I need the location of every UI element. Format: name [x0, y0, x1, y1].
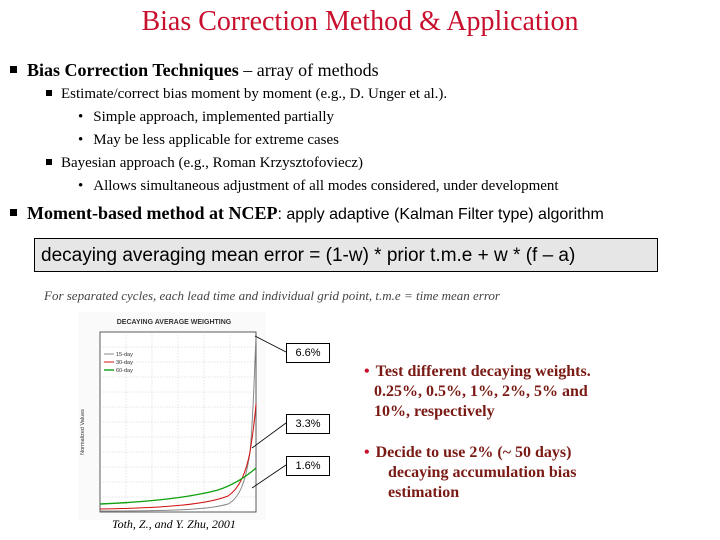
- right-point-1-line-3: 10%, respectively: [374, 403, 495, 420]
- bullet-text: – array of methods: [238, 60, 379, 80]
- legend-30-day: 30-day: [116, 360, 133, 366]
- formula-box: decaying averaging mean error = (1-w) * …: [34, 238, 658, 272]
- right-point-1-line-1: Test different decaying weights.: [375, 363, 591, 380]
- right-point-1-line-2: 0.25%, 0.5%, 1%, 2%, 5% and: [374, 383, 588, 400]
- callout-3-3: 3.3%: [286, 414, 330, 434]
- gridlines: [100, 332, 256, 512]
- chart-citation: Toth, Z., and Y. Zhu, 2001: [112, 517, 236, 531]
- bullet-heading: Moment-based method at NCEP: [27, 203, 278, 223]
- footnote: For separated cycles, each lead time and…: [44, 288, 500, 303]
- chart-ylabel: Normalized Values: [80, 409, 86, 455]
- sub-bullet-text: Bayesian approach (e.g., Roman Krzysztof…: [61, 155, 363, 171]
- right-point-2: • Decide to use 2% (~ 50 days) decaying a…: [364, 443, 576, 503]
- right-point-1: • Test different decaying weights. 0.25%,…: [364, 362, 591, 422]
- sub-bullet-text: Estimate/correct bias moment by moment (…: [61, 86, 448, 102]
- sub-bullet-moment: Estimate/correct bias moment by moment (…: [46, 86, 447, 103]
- sub-sub-bullet-text: May be less applicable for extreme cases: [93, 132, 339, 148]
- square-bullet-icon: [10, 209, 17, 217]
- chart-legend: 15-day 30-day 60-day: [104, 352, 133, 374]
- dot-bullet-icon: •: [78, 178, 84, 194]
- bullet-bias-correction: Bias Correction Techniques – array of me…: [10, 60, 379, 81]
- legend-60-day: 60-day: [116, 368, 133, 374]
- page-title: Bias Correction Method & Application: [141, 6, 579, 37]
- sub-sub-bullet-text: Allows simultaneous adjustment of all mo…: [93, 178, 559, 194]
- chart-title: DECAYING AVERAGE WEIGHTING: [117, 319, 232, 326]
- right-point-2-line-1: Decide to use 2% (~ 50 days): [375, 444, 572, 461]
- dot-bullet-icon: •: [364, 444, 370, 461]
- legend-15-day: 15-day: [116, 352, 133, 358]
- series-60-day-line: [99, 467, 257, 505]
- square-bullet-icon: [46, 89, 52, 96]
- right-point-2-line-3: estimation: [388, 484, 460, 501]
- series-30-day-line: [99, 403, 257, 510]
- bullet-heading: Bias Correction Techniques: [27, 60, 239, 80]
- dot-bullet-icon: •: [78, 132, 84, 148]
- callout-6-6: 6.6%: [286, 343, 330, 363]
- square-bullet-icon: [46, 158, 52, 165]
- square-bullet-icon: [10, 66, 17, 74]
- sub-sub-bullet: • May be less applicable for extreme case…: [78, 132, 339, 149]
- sub-sub-bullet: • Allows simultaneous adjustment of all m…: [78, 178, 559, 195]
- decaying-weight-chart: DECAYING AVERAGE WEIGHTING Normalized Va…: [78, 312, 266, 520]
- series-15-day-line: [99, 335, 257, 512]
- callout-1-6: 1.6%: [286, 456, 330, 476]
- sub-sub-bullet-text: Simple approach, implemented partially: [93, 109, 335, 125]
- sub-sub-bullet: • Simple approach, implemented partially: [78, 109, 334, 126]
- bullet-text: : apply adaptive (Kalman Filter type) al…: [277, 206, 604, 223]
- dot-bullet-icon: •: [78, 109, 84, 125]
- dot-bullet-icon: •: [364, 363, 370, 380]
- chart-svg: DECAYING AVERAGE WEIGHTING Normalized Va…: [78, 312, 266, 520]
- sub-bullet-bayesian: Bayesian approach (e.g., Roman Krzysztof…: [46, 155, 363, 172]
- right-point-2-line-2: decaying accumulation bias: [388, 464, 577, 481]
- bullet-ncep: Moment-based method at NCEP: apply adapt…: [10, 203, 604, 224]
